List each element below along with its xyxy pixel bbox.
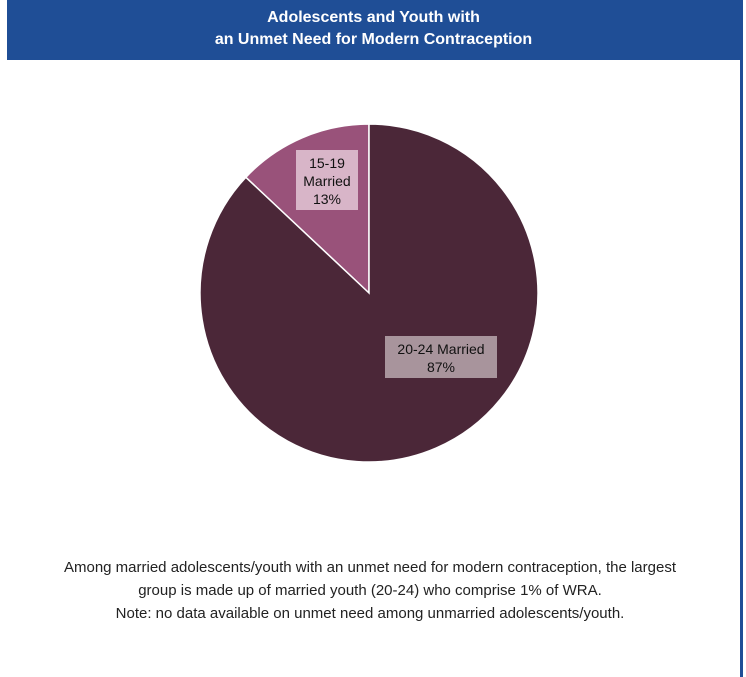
caption-line-1: Among married adolescents/youth with an … [63,559,676,576]
data-label-2-line-1: 20-24 Married [397,341,484,357]
data-label-1-line-3: 13% [313,191,341,207]
data-label-box-2 [385,336,497,378]
pie-chart: 15-19 Married 13% 20-24 Married 87% [199,123,539,463]
data-label-box-1 [296,150,358,210]
right-border [740,0,743,677]
data-label-1-line-1: 15-19 [309,155,345,171]
data-label-1-line-2: Married [303,173,350,189]
pie-labels: 15-19 Married 13% 20-24 Married 87% [296,150,497,378]
header-title-line-1: Adolescents and Youth with [267,9,480,26]
data-label-2-line-2: 87% [427,359,455,375]
caption-line-3: Note: no data available on unmet need am… [115,605,625,622]
chart-caption: Among married adolescents/youth with an … [0,556,740,625]
chart-header: Adolescents and Youth with an Unmet Need… [7,0,740,60]
header-title-line-2: an Unmet Need for Modern Contraception [214,31,533,48]
caption-line-2: group is made up of married youth (20-24… [138,582,602,599]
pie-slices [199,123,539,463]
